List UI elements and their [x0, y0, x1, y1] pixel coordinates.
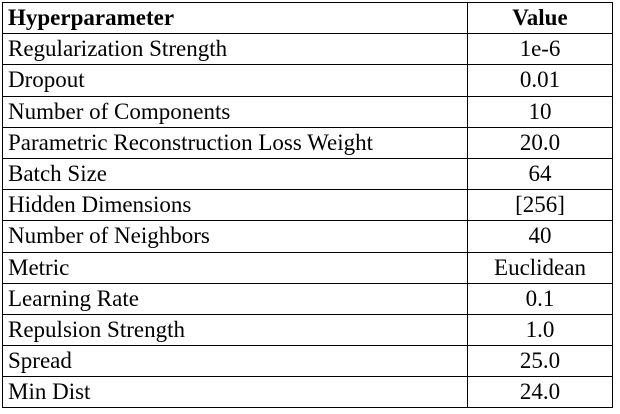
- hyperparameter-table: Hyperparameter Value Regularization Stre…: [2, 1, 613, 409]
- table-row: Hidden Dimensions [256]: [2, 189, 613, 222]
- hyperparameter-cell: Number of Neighbors: [2, 220, 468, 253]
- value-cell: 10: [467, 95, 613, 128]
- value-cell: 25.0: [467, 345, 613, 378]
- table-row: Repulsion Strength 1.0: [2, 313, 613, 347]
- hyperparameter-cell: Spread: [2, 345, 468, 378]
- value-cell: 1.0: [467, 313, 613, 347]
- hyperparameter-cell: Parametric Reconstruction Loss Weight: [2, 126, 468, 159]
- value-cell: Euclidean: [467, 251, 613, 284]
- value-cell: 0.01: [467, 64, 613, 97]
- value-cell: 40: [467, 220, 613, 253]
- table-row: Metric Euclidean: [2, 251, 613, 284]
- header-value: Value: [467, 1, 613, 35]
- table-row: Learning Rate 0.1: [2, 282, 613, 315]
- table-row: Regularization Strength 1e-6: [2, 33, 613, 66]
- table-row: Min Dist 24.0: [2, 376, 613, 409]
- value-cell: 20.0: [467, 126, 613, 159]
- hyperparameter-cell: Metric: [2, 251, 468, 284]
- value-cell: 24.0: [467, 376, 613, 409]
- value-cell: 0.1: [467, 282, 613, 315]
- value-cell: 1e-6: [467, 33, 613, 66]
- hyperparameter-cell: Repulsion Strength: [2, 313, 468, 347]
- hyperparameter-cell: Number of Components: [2, 95, 468, 128]
- hyperparameter-cell: Regularization Strength: [2, 33, 468, 66]
- table-row: Batch Size 64: [2, 157, 613, 191]
- table-row: Dropout 0.01: [2, 64, 613, 97]
- hyperparameter-cell: Hidden Dimensions: [2, 189, 468, 222]
- header-row: Hyperparameter Value: [2, 1, 613, 35]
- value-cell: 64: [467, 157, 613, 191]
- value-cell: [256]: [467, 189, 613, 222]
- table-row: Parametric Reconstruction Loss Weight 20.…: [2, 126, 613, 159]
- hyperparameter-cell: Dropout: [2, 64, 468, 97]
- header-hyperparameter: Hyperparameter: [2, 1, 468, 35]
- table-row: Number of Neighbors 40: [2, 220, 613, 253]
- hyperparameter-cell: Batch Size: [2, 157, 468, 191]
- table-row: Spread 25.0: [2, 345, 613, 378]
- hyperparameter-cell: Min Dist: [2, 376, 468, 409]
- hyperparameter-cell: Learning Rate: [2, 282, 468, 315]
- table-row: Number of Components 10: [2, 95, 613, 128]
